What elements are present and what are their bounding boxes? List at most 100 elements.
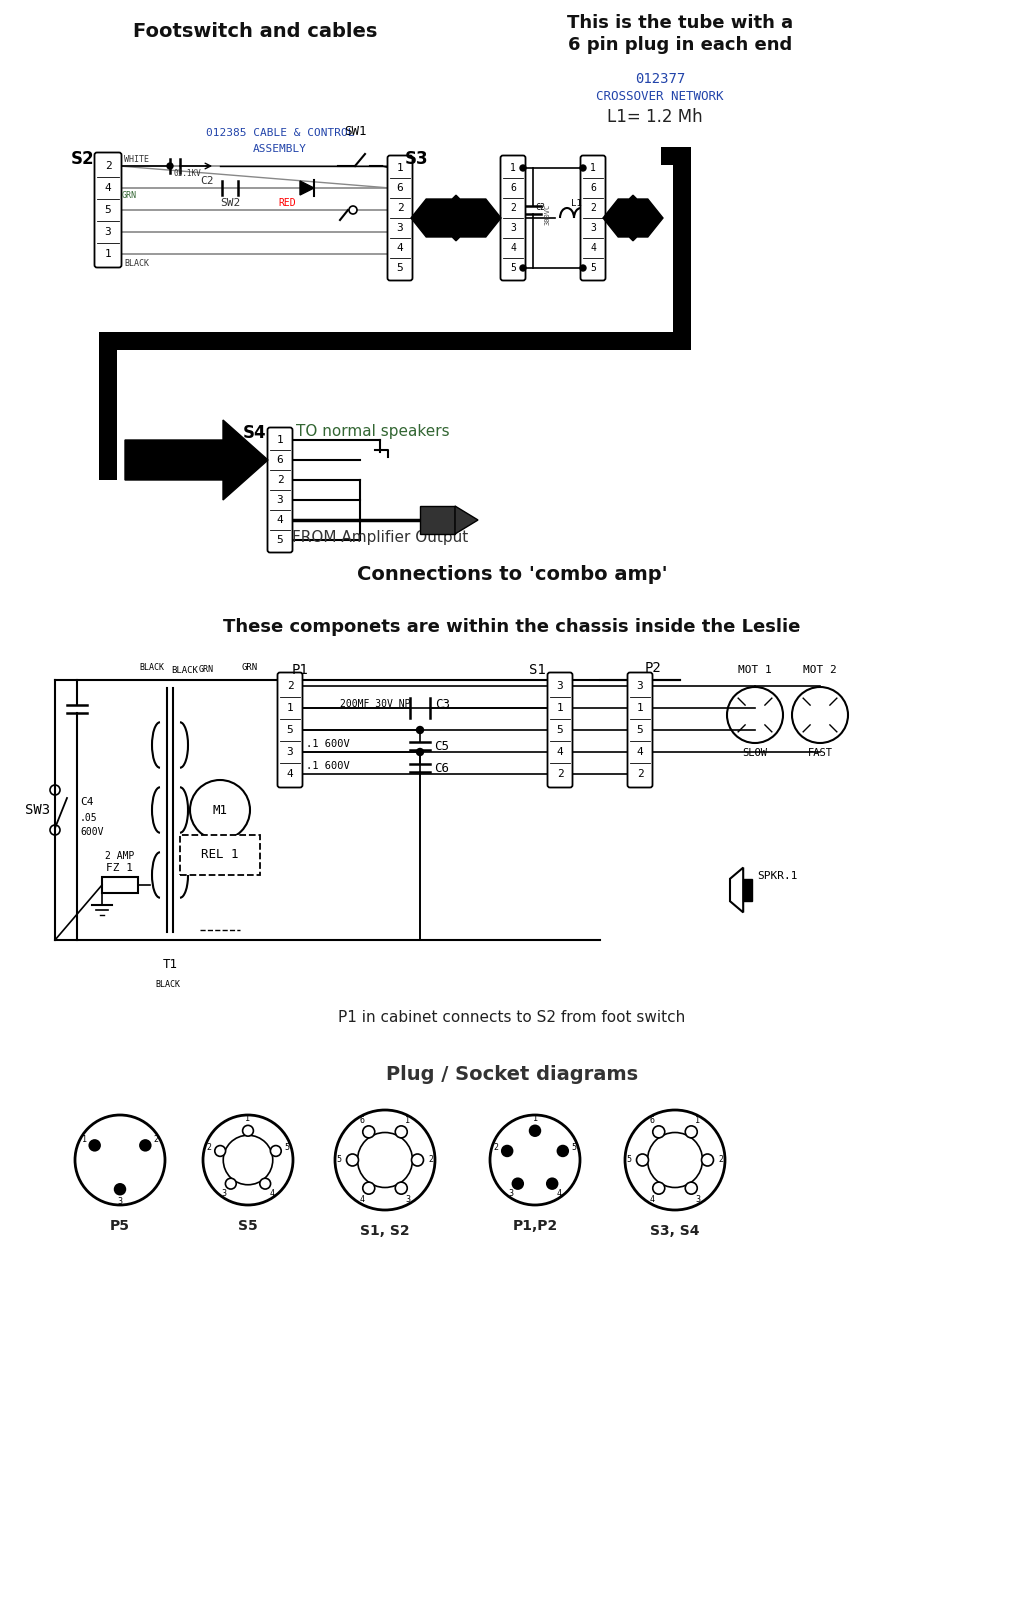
Text: 5: 5 xyxy=(285,1142,290,1152)
Text: This is the tube with a: This is the tube with a xyxy=(567,14,793,32)
Circle shape xyxy=(701,1154,714,1166)
Circle shape xyxy=(637,1154,648,1166)
Text: BLACK: BLACK xyxy=(172,666,199,675)
Text: 5: 5 xyxy=(571,1142,577,1152)
Text: Connections to 'combo amp': Connections to 'combo amp' xyxy=(356,565,668,584)
Circle shape xyxy=(346,1154,358,1166)
Bar xyxy=(180,835,260,875)
Circle shape xyxy=(115,1184,125,1195)
Text: 3: 3 xyxy=(510,222,516,234)
Circle shape xyxy=(260,1178,270,1189)
Circle shape xyxy=(652,1126,665,1138)
FancyBboxPatch shape xyxy=(548,672,572,787)
Text: 1: 1 xyxy=(510,163,516,173)
Text: GRN: GRN xyxy=(242,662,258,672)
Text: 1: 1 xyxy=(557,702,563,714)
Text: 5: 5 xyxy=(104,205,112,214)
Text: S1: S1 xyxy=(529,662,546,677)
Circle shape xyxy=(167,163,173,170)
Polygon shape xyxy=(411,195,501,240)
Text: 1: 1 xyxy=(396,163,403,173)
Text: 5: 5 xyxy=(590,262,596,274)
Text: C6: C6 xyxy=(434,762,449,774)
Polygon shape xyxy=(99,333,691,350)
Circle shape xyxy=(225,1178,237,1189)
Text: 4: 4 xyxy=(637,747,643,757)
Circle shape xyxy=(395,1182,408,1194)
Polygon shape xyxy=(662,147,691,165)
Text: C2: C2 xyxy=(535,203,545,211)
Text: C5: C5 xyxy=(434,739,449,752)
Circle shape xyxy=(412,1154,424,1166)
Text: 1: 1 xyxy=(287,702,293,714)
Text: 2: 2 xyxy=(510,203,516,213)
Text: Footswitch and cables: Footswitch and cables xyxy=(133,22,377,42)
Text: 6: 6 xyxy=(276,454,284,466)
Text: 1: 1 xyxy=(276,435,284,445)
Text: 3: 3 xyxy=(695,1195,700,1205)
Text: 2: 2 xyxy=(590,203,596,213)
Polygon shape xyxy=(99,333,117,480)
Text: 1: 1 xyxy=(82,1134,87,1144)
Text: 3: 3 xyxy=(590,222,596,234)
Text: P5: P5 xyxy=(110,1219,130,1234)
Text: L1= 1.2 Mh: L1= 1.2 Mh xyxy=(607,109,702,126)
Text: These componets are within the chassis inside the Leslie: These componets are within the chassis i… xyxy=(223,618,801,635)
Text: 4: 4 xyxy=(649,1195,654,1205)
Circle shape xyxy=(349,206,357,214)
Circle shape xyxy=(529,1125,541,1136)
Text: SPKR.1: SPKR.1 xyxy=(757,870,798,882)
Text: 1: 1 xyxy=(406,1115,411,1125)
Text: 4: 4 xyxy=(590,243,596,253)
FancyBboxPatch shape xyxy=(628,672,652,787)
Text: 3: 3 xyxy=(118,1197,123,1206)
Text: 3: 3 xyxy=(396,222,403,234)
Text: S3: S3 xyxy=(406,150,429,168)
Text: 4: 4 xyxy=(557,1189,562,1198)
Text: P1 in cabinet connects to S2 from foot switch: P1 in cabinet connects to S2 from foot s… xyxy=(338,1010,686,1026)
Text: 3: 3 xyxy=(276,494,284,506)
Text: 1: 1 xyxy=(532,1114,538,1123)
Bar xyxy=(102,877,138,893)
Text: 2 AMP: 2 AMP xyxy=(105,851,135,861)
Circle shape xyxy=(50,826,60,835)
Text: S5: S5 xyxy=(239,1219,258,1234)
Text: 1: 1 xyxy=(695,1115,700,1125)
Text: 6: 6 xyxy=(359,1115,365,1125)
Circle shape xyxy=(357,1133,413,1187)
Text: S2: S2 xyxy=(71,150,94,168)
Text: 1: 1 xyxy=(104,250,112,259)
Text: 6 pin plug in each end: 6 pin plug in each end xyxy=(568,35,793,54)
Circle shape xyxy=(547,1178,558,1189)
Text: 6: 6 xyxy=(510,182,516,194)
Circle shape xyxy=(580,266,586,270)
FancyBboxPatch shape xyxy=(267,427,293,552)
Circle shape xyxy=(203,1115,293,1205)
Text: SW3: SW3 xyxy=(25,803,50,818)
Text: SW2: SW2 xyxy=(220,198,241,208)
Text: P1: P1 xyxy=(292,662,309,677)
Text: GRN: GRN xyxy=(199,666,213,674)
Polygon shape xyxy=(300,181,314,195)
Circle shape xyxy=(520,165,526,171)
Text: S3, S4: S3, S4 xyxy=(650,1224,699,1238)
Polygon shape xyxy=(730,867,743,912)
Text: M1: M1 xyxy=(213,803,227,816)
Circle shape xyxy=(685,1182,697,1194)
Text: 4: 4 xyxy=(287,770,293,779)
Text: 012377: 012377 xyxy=(635,72,685,86)
Text: 2: 2 xyxy=(104,162,112,171)
Text: BLACK: BLACK xyxy=(156,979,180,989)
Text: 3: 3 xyxy=(287,747,293,757)
Circle shape xyxy=(557,1146,568,1157)
Text: 6: 6 xyxy=(649,1115,654,1125)
Circle shape xyxy=(190,781,250,840)
Text: WHITE: WHITE xyxy=(124,155,150,165)
Circle shape xyxy=(520,266,526,270)
Text: MOT 2: MOT 2 xyxy=(803,666,837,675)
Circle shape xyxy=(792,686,848,742)
Text: FZ 1: FZ 1 xyxy=(106,862,133,874)
Text: 3: 3 xyxy=(104,227,112,237)
Text: 2: 2 xyxy=(719,1155,724,1165)
Text: 2: 2 xyxy=(557,770,563,779)
